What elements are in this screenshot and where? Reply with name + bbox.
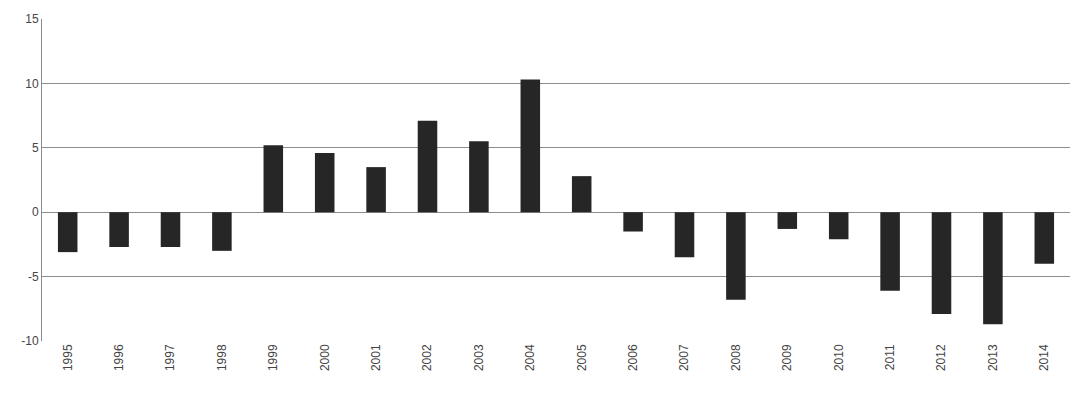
svg-text:1997: 1997	[163, 344, 177, 371]
svg-text:2007: 2007	[677, 344, 691, 371]
svg-text:1995: 1995	[61, 344, 75, 371]
svg-text:2010: 2010	[832, 344, 846, 371]
svg-text:2002: 2002	[420, 344, 434, 371]
svg-text:5: 5	[32, 141, 39, 155]
svg-text:-10: -10	[21, 334, 39, 348]
svg-text:2000: 2000	[318, 344, 332, 371]
svg-text:15: 15	[25, 12, 39, 26]
svg-text:2009: 2009	[780, 344, 794, 371]
svg-text:1998: 1998	[215, 344, 229, 371]
svg-text:1999: 1999	[266, 344, 280, 371]
svg-text:1996: 1996	[112, 344, 126, 371]
svg-text:10: 10	[25, 77, 39, 91]
svg-text:2014: 2014	[1037, 344, 1051, 371]
svg-text:2008: 2008	[729, 344, 743, 371]
svg-text:2005: 2005	[575, 344, 589, 371]
svg-text:2004: 2004	[523, 344, 537, 371]
svg-text:2013: 2013	[986, 344, 1000, 371]
svg-text:2003: 2003	[472, 344, 486, 371]
svg-text:2012: 2012	[934, 344, 948, 371]
svg-text:0: 0	[32, 205, 39, 219]
svg-text:-5: -5	[28, 270, 39, 284]
svg-text:2006: 2006	[626, 344, 640, 371]
svg-text:2001: 2001	[369, 344, 383, 371]
svg-text:2011: 2011	[883, 344, 897, 370]
